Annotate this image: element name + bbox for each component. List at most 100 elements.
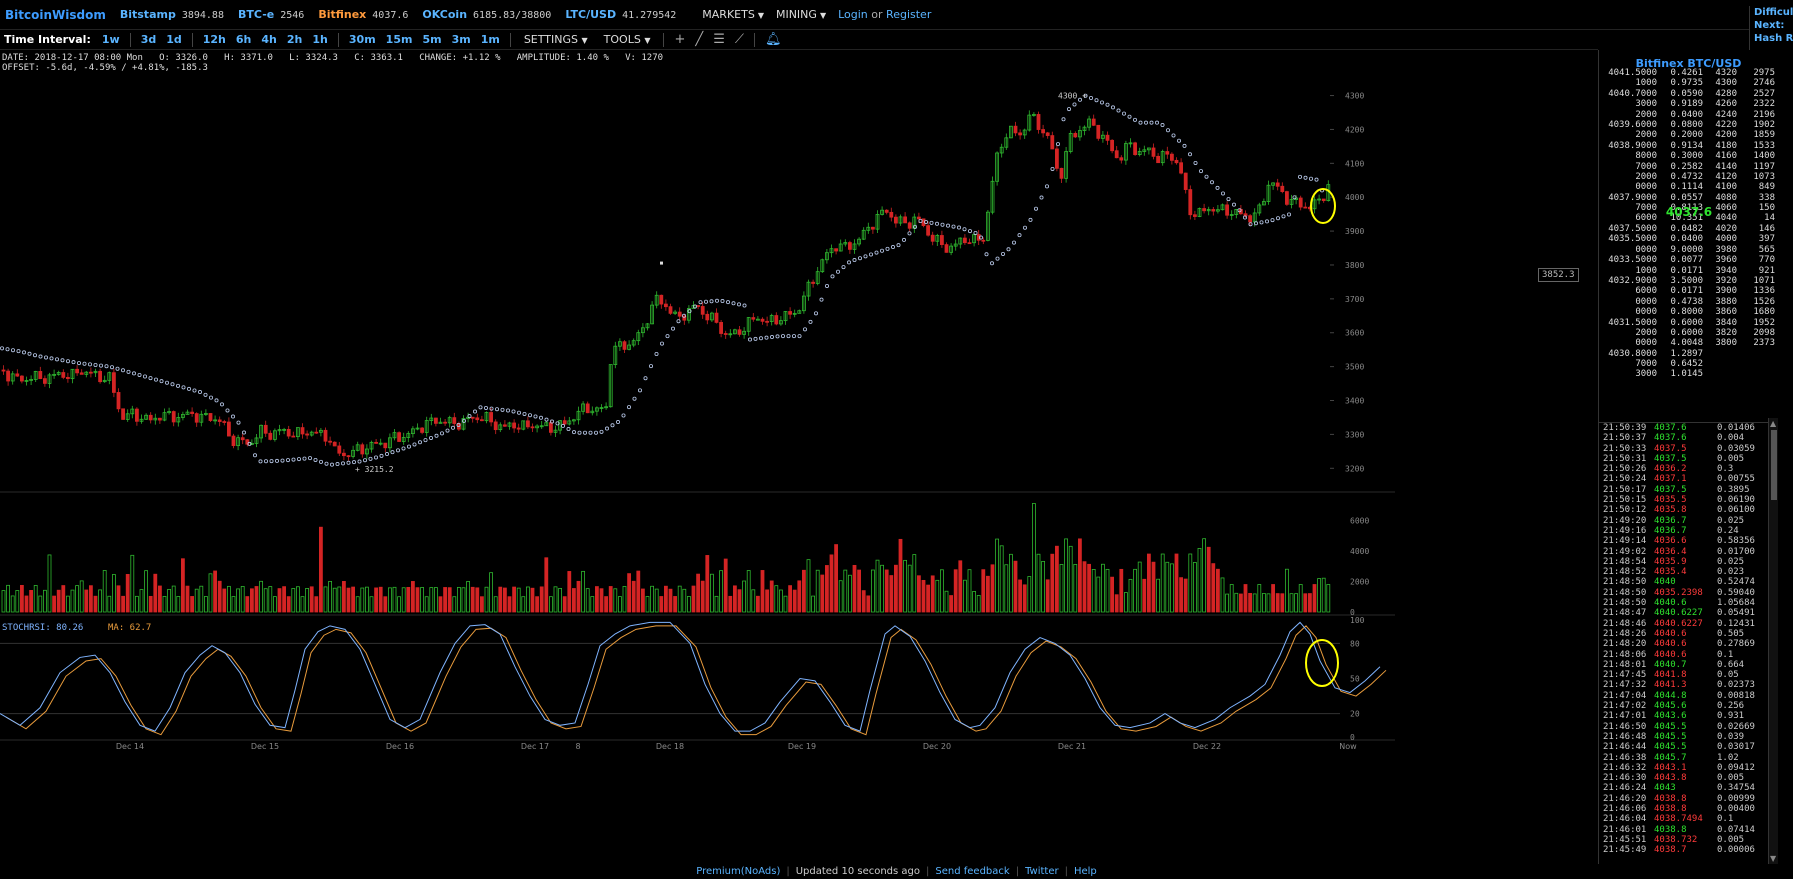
trade-amount: 0.004: [1717, 433, 1745, 444]
candle-body: [364, 448, 369, 455]
sar-dot: [104, 364, 109, 369]
volume-bar: [622, 586, 627, 613]
interval-3m[interactable]: 3m: [451, 33, 471, 46]
volume-tick-label: 0: [1350, 608, 1355, 617]
candle-body: [240, 437, 245, 441]
interval-12h[interactable]: 12h: [202, 33, 226, 46]
premium-link[interactable]: Premium(NoAds): [696, 866, 781, 877]
orderbook-cell: 0.8113: [1670, 203, 1703, 214]
volume-bar: [309, 586, 314, 613]
feedback-link[interactable]: Send feedback: [935, 866, 1010, 877]
volume-bar: [1179, 577, 1183, 613]
line-icon[interactable]: ╱: [695, 32, 704, 47]
trade-history[interactable]: 21:50:39 4037.6 0.01406 21:50:37 4037.6 0.004…: [1599, 422, 1769, 864]
sar-dot: [1215, 185, 1220, 190]
orderbook-cell: 2000: [1635, 171, 1657, 182]
volume-bar: [723, 558, 728, 613]
help-link[interactable]: Help: [1073, 866, 1097, 877]
bars-icon[interactable]: ☰: [713, 32, 725, 47]
interval-5m[interactable]: 5m: [422, 33, 442, 46]
plus-icon[interactable]: +: [674, 32, 686, 47]
candle-body: [1128, 142, 1133, 145]
candle-body: [360, 444, 365, 455]
interval-3d[interactable]: 3d: [140, 33, 157, 46]
tools-menu[interactable]: TOOLS ▼: [604, 33, 651, 46]
candle-body: [668, 306, 673, 314]
price-tick-label: 4100: [1345, 159, 1364, 168]
volume-bar: [526, 586, 530, 613]
volume-bar: [484, 586, 489, 613]
ticker-bitfinex[interactable]: Bitfinex 4037.6: [318, 8, 408, 21]
candle-body: [194, 413, 199, 423]
orderbook-cell: 770: [1758, 255, 1775, 266]
register-link[interactable]: Register: [886, 8, 932, 21]
candle-body: [199, 413, 204, 423]
candle-body: [815, 271, 820, 284]
volume-bar: [222, 588, 227, 613]
scroll-up-icon[interactable]: ▲: [1770, 419, 1777, 428]
twitter-link[interactable]: Twitter: [1025, 866, 1059, 877]
candle-body: [1248, 215, 1252, 223]
sar-dot: [285, 458, 290, 463]
fork-icon[interactable]: ⟋: [734, 32, 744, 47]
settings-menu[interactable]: SETTINGS ▼: [524, 33, 588, 46]
price-chart[interactable]: 3200 3300 3400 3500 3600 3700 3800 3900 4000 4100…: [0, 62, 1395, 864]
trade-row: 21:47:32 4041.3 0.02373: [1599, 680, 1769, 690]
trade-row: 21:46:20 4038.8 0.00999: [1599, 794, 1769, 804]
interval-1w[interactable]: 1w: [101, 33, 120, 46]
candle-body: [190, 411, 195, 414]
ticker-btce[interactable]: BTC-e 2546: [238, 8, 304, 21]
volume-bar: [719, 570, 723, 613]
volume-bar: [953, 569, 958, 613]
brand-logo[interactable]: BitcoinWisdom: [5, 7, 106, 22]
orderbook-cell: 3940: [1715, 265, 1737, 276]
sar-dot: [572, 430, 577, 435]
candle-body: [93, 370, 98, 374]
volume-bar: [1142, 578, 1147, 613]
trades-scrollbar[interactable]: ▲ ▼: [1768, 418, 1778, 864]
volume-bar: [595, 586, 599, 613]
volume-bar: [162, 595, 167, 613]
trade-amount: 0.00999: [1717, 793, 1755, 804]
scroll-down-icon[interactable]: ▼: [1770, 854, 1777, 863]
orderbook-cell: 10.351: [1670, 213, 1703, 224]
volume-bar: [1078, 538, 1082, 613]
orderbook-cell: 0.0400: [1670, 109, 1703, 120]
interval-2h[interactable]: 2h: [286, 33, 303, 46]
mining-menu[interactable]: MINING ▼: [776, 8, 826, 21]
sar-dot: [1050, 166, 1055, 171]
interval-1h[interactable]: 1h: [312, 33, 328, 46]
interval-1m[interactable]: 1m: [480, 33, 500, 46]
candle-body: [733, 329, 737, 335]
trade-amount: 0.005: [1717, 834, 1745, 845]
ticker-okcoin[interactable]: OKCoin 6185.83/38800: [422, 8, 551, 21]
bell-icon[interactable]: 🔔︎: [764, 32, 782, 47]
markets-menu[interactable]: MARKETS ▼: [702, 8, 764, 21]
orderbook-cell: 0.3000: [1670, 151, 1703, 162]
interval-30m[interactable]: 30m: [348, 33, 376, 46]
sar-dot: [638, 388, 643, 393]
interval-4h[interactable]: 4h: [261, 33, 277, 46]
volume-bar: [599, 588, 604, 613]
sar-dot: [676, 319, 681, 324]
ticker-ltcusd[interactable]: LTC/USD 41.279542: [565, 8, 676, 21]
ticker-bitstamp[interactable]: Bitstamp 3894.88: [120, 8, 224, 21]
orderbook-cell: 0.2000: [1670, 130, 1703, 141]
divider: [337, 32, 339, 47]
interval-15m[interactable]: 15m: [385, 33, 413, 46]
scroll-thumb[interactable]: [1771, 430, 1777, 500]
volume-bar: [751, 589, 756, 613]
sar-dot: [1160, 123, 1165, 128]
volume-bar: [728, 595, 733, 613]
x-axis-label: Dec 22: [1193, 742, 1221, 751]
volume-bar: [1308, 593, 1312, 613]
interval-6h[interactable]: 6h: [235, 33, 252, 46]
orderbook-cell: 4038.9000: [1608, 140, 1657, 151]
orderbook-row: 0000 0.8000 3860 1680: [1599, 307, 1779, 317]
volume-bar: [1275, 593, 1280, 613]
volume-bar: [272, 596, 277, 613]
sar-dot: [654, 352, 659, 357]
interval-1d[interactable]: 1d: [166, 33, 182, 46]
orderbook-cell: 0.0482: [1670, 224, 1703, 234]
login-link[interactable]: Login: [838, 8, 868, 21]
